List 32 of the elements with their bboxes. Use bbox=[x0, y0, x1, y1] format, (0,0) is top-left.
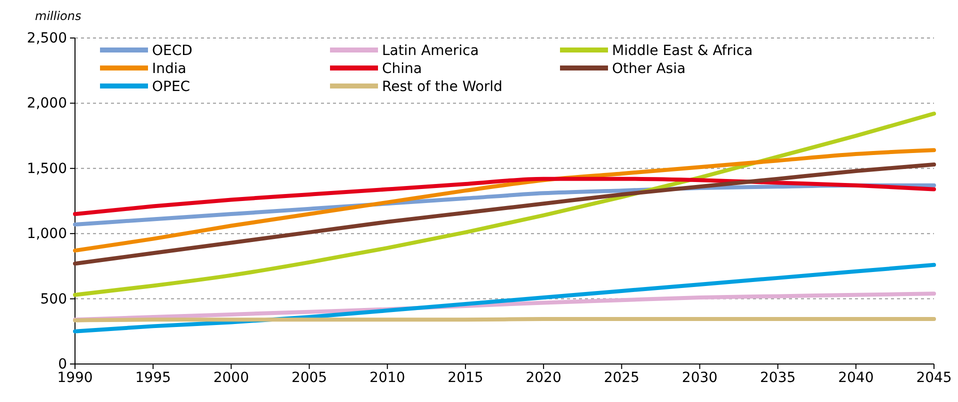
legend-label: OECD bbox=[152, 43, 192, 59]
y-axis-title: millions bbox=[35, 9, 82, 23]
x-tick-label: 2045 bbox=[916, 370, 952, 386]
x-tick-label: 2005 bbox=[291, 370, 328, 386]
legend-label: China bbox=[382, 61, 422, 77]
y-tick-label: 1,000 bbox=[26, 226, 67, 242]
x-tick-label: 1995 bbox=[135, 370, 171, 386]
x-tick-label: 2015 bbox=[448, 370, 484, 386]
line-series bbox=[73, 148, 936, 253]
legend-label: Other Asia bbox=[612, 61, 686, 77]
legend-label: Latin America bbox=[382, 43, 479, 59]
x-tick-label: 2020 bbox=[526, 370, 562, 386]
legend-label: OPEC bbox=[152, 79, 190, 95]
y-tick-label: 0 bbox=[58, 356, 67, 372]
legend-label: Middle East & Africa bbox=[612, 43, 753, 59]
x-tick-label: 2030 bbox=[682, 370, 718, 386]
x-tick-label: 2040 bbox=[838, 370, 874, 386]
legend-label: India bbox=[152, 61, 186, 77]
legend-label: Rest of the World bbox=[382, 79, 502, 95]
x-tick-label: 2035 bbox=[760, 370, 796, 386]
x-tick-label: 2000 bbox=[213, 370, 249, 386]
y-tick-label: 500 bbox=[40, 291, 67, 308]
x-tick-label: 1990 bbox=[57, 370, 93, 386]
line-series bbox=[73, 112, 936, 297]
line-series bbox=[73, 262, 936, 334]
x-tick-label: 2025 bbox=[604, 370, 640, 386]
y-tick-label: 2,500 bbox=[26, 30, 67, 46]
y-tick-label: 2,000 bbox=[26, 96, 67, 112]
y-tick-label: 1,500 bbox=[26, 160, 67, 177]
line-series bbox=[73, 162, 936, 266]
line-series bbox=[73, 176, 936, 216]
x-tick-label: 2010 bbox=[370, 370, 406, 386]
